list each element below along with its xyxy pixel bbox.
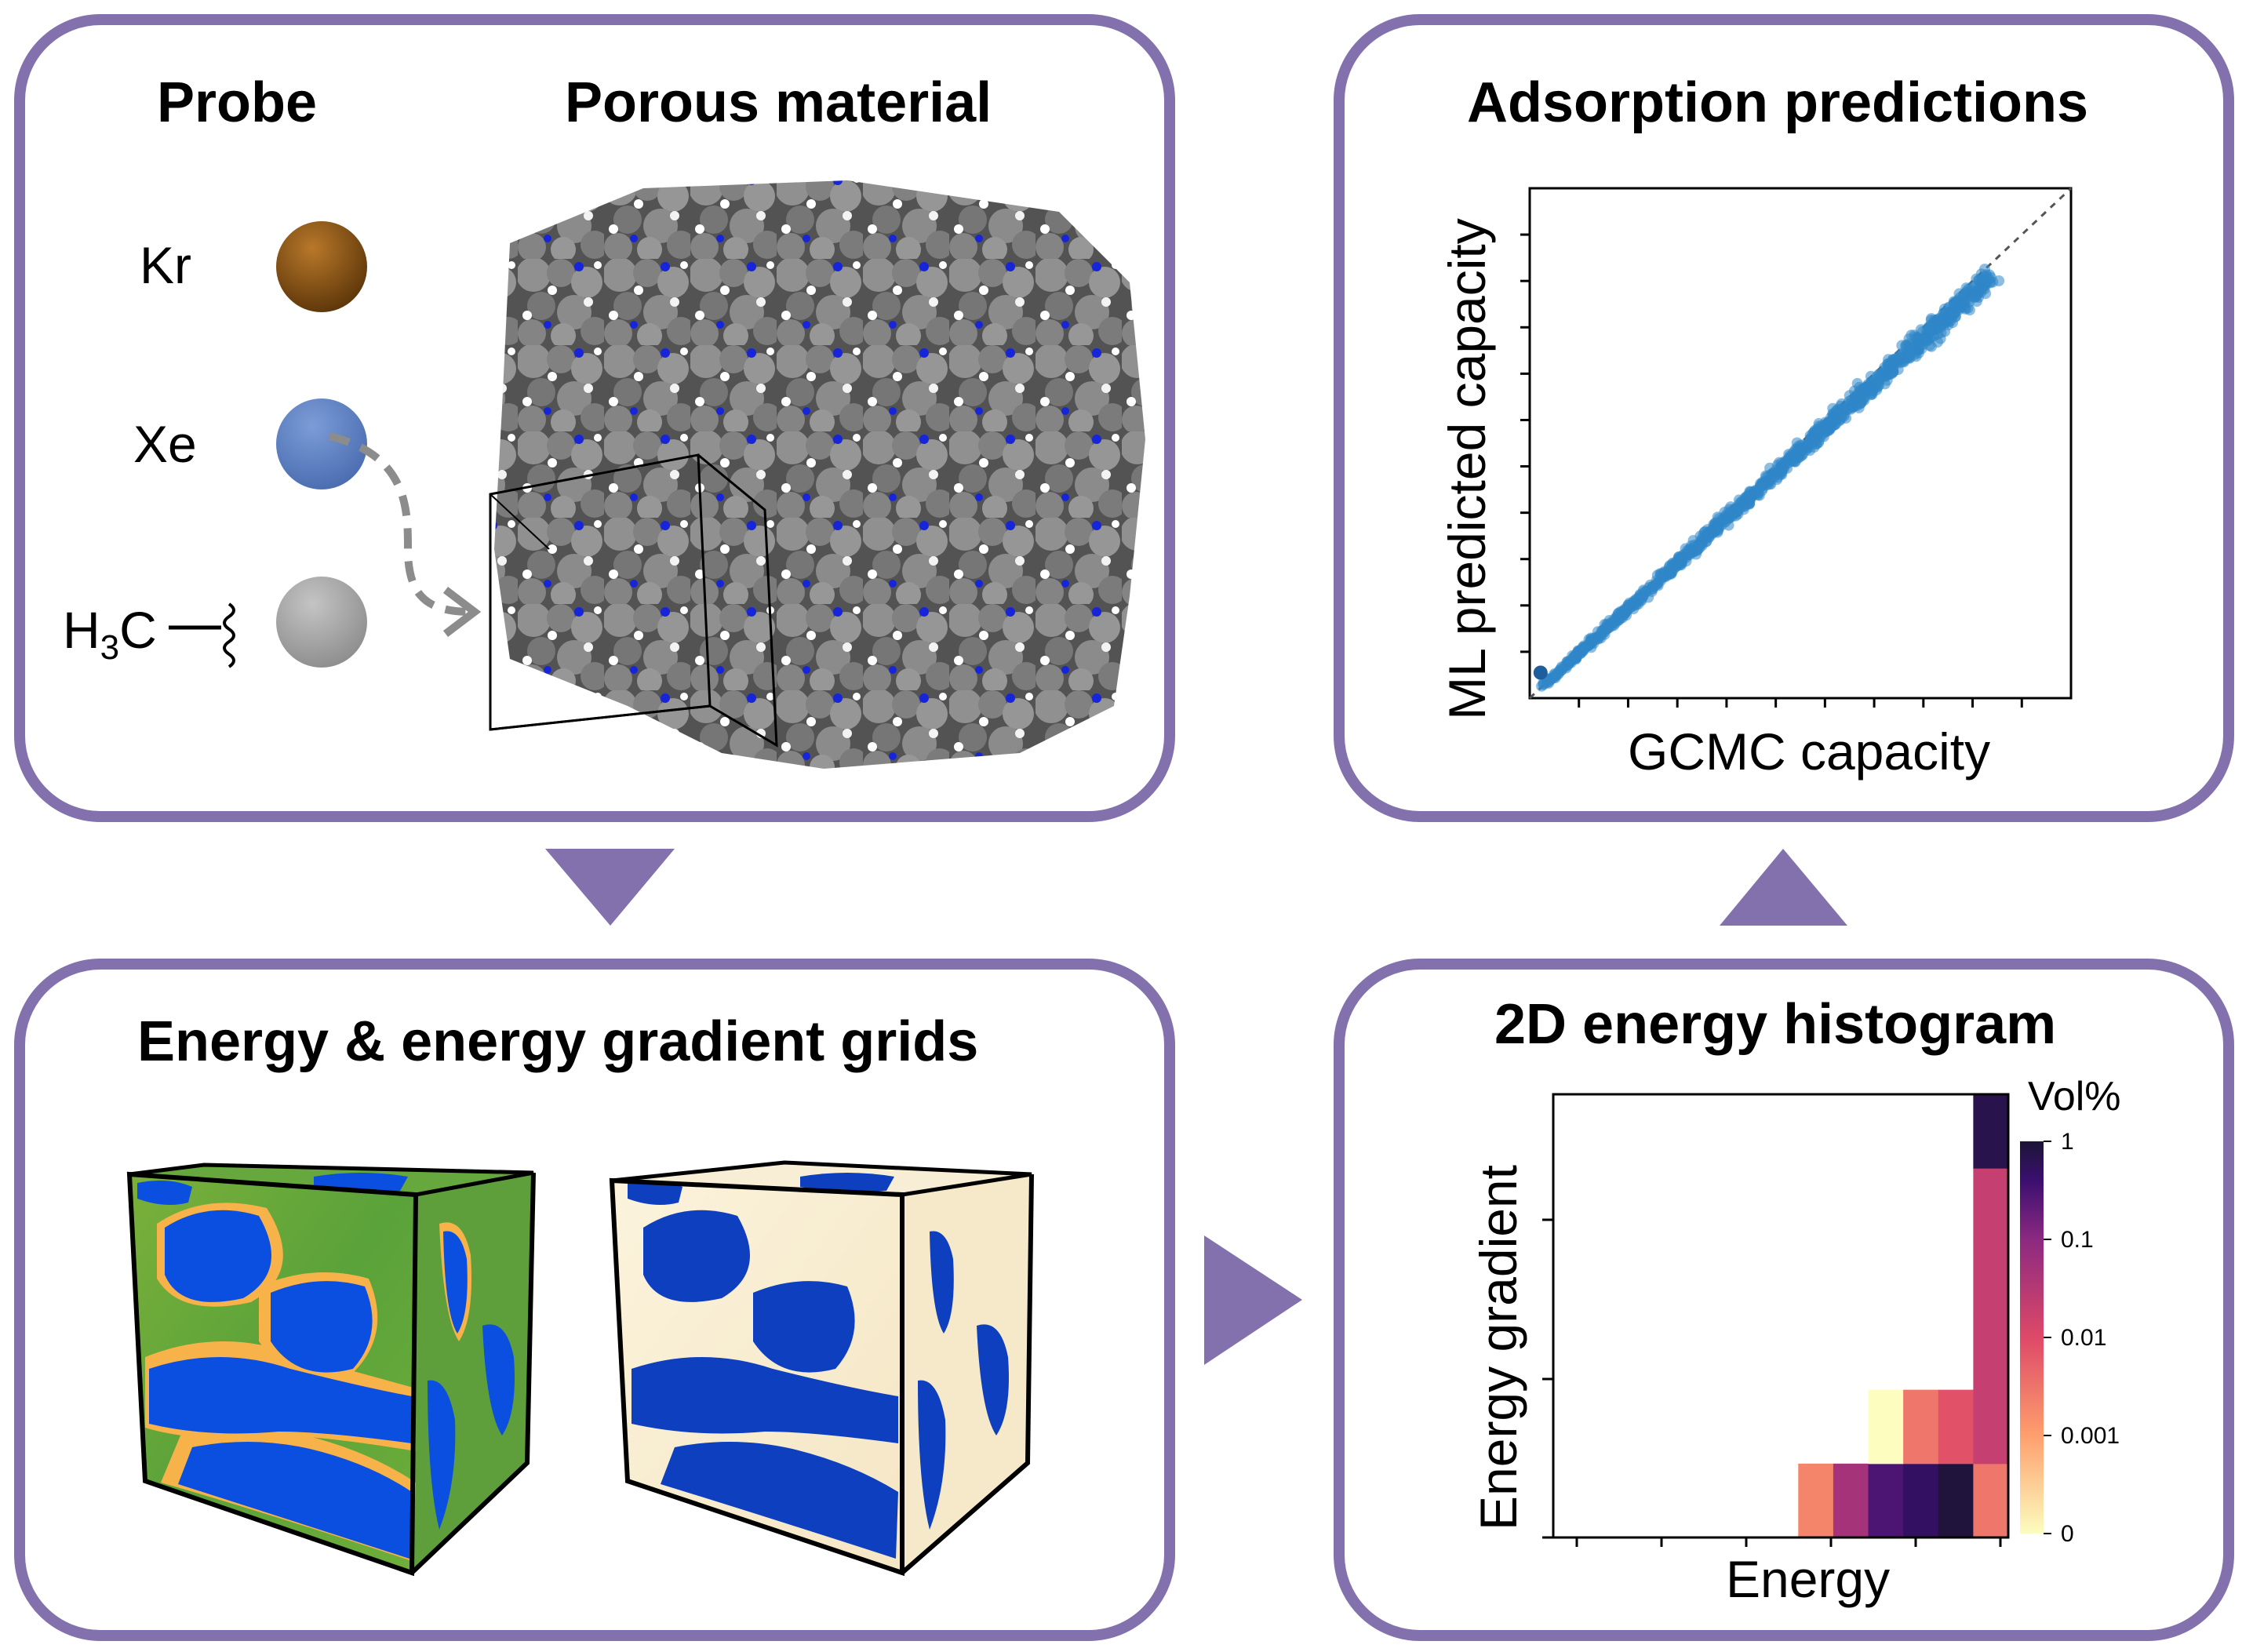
ch3-sphere-icon bbox=[276, 577, 367, 668]
heatmap-cell bbox=[1868, 1389, 1904, 1465]
scatter-point bbox=[1680, 543, 1691, 555]
heatmap-cell bbox=[1973, 1315, 2009, 1391]
scatter-point bbox=[1637, 590, 1649, 602]
scatter-point bbox=[1783, 449, 1795, 460]
scatter-frame bbox=[1528, 187, 2073, 700]
scatter-point bbox=[1956, 296, 1967, 307]
scatter-point bbox=[1696, 537, 1708, 549]
arrow-down-icon bbox=[545, 849, 675, 926]
scatter-point bbox=[1725, 501, 1737, 513]
dashed-arrow-head-icon bbox=[442, 587, 482, 637]
scatter-point bbox=[1971, 296, 1982, 307]
wavy-bond-icon bbox=[223, 602, 235, 668]
energy-grid-cube bbox=[126, 1163, 536, 1577]
colorbar-tick-label: 0.1 bbox=[2061, 1227, 2094, 1253]
scatter-point bbox=[1611, 610, 1623, 622]
probe-title: Probe bbox=[157, 71, 318, 134]
scatter-point bbox=[1923, 321, 1935, 333]
kr-sphere-icon bbox=[276, 221, 367, 312]
arrow-up-icon bbox=[1720, 849, 1847, 926]
predictions-title: Adsorption predictions bbox=[1467, 71, 2088, 134]
scatter-point bbox=[1549, 672, 1561, 683]
heatmap-cell bbox=[1868, 1463, 1904, 1538]
scatter-point bbox=[1755, 479, 1767, 491]
scatter-point bbox=[1742, 493, 1753, 505]
scatter-point bbox=[1630, 599, 1642, 611]
xe-sphere-icon bbox=[276, 398, 367, 489]
scatter-point bbox=[1944, 307, 1956, 319]
histogram-xlabel: Energy bbox=[1726, 1550, 1891, 1608]
scatter-point bbox=[1871, 370, 1883, 382]
scatter-point bbox=[1980, 288, 1992, 300]
heatmap-cell bbox=[1973, 1389, 2009, 1465]
heatmap-cell bbox=[1973, 1168, 2009, 1243]
scatter-point bbox=[1858, 392, 1870, 403]
pore-blue-region bbox=[165, 1210, 271, 1302]
scatter-point bbox=[1909, 346, 1921, 358]
scatter-point bbox=[1887, 364, 1898, 376]
scatter-point bbox=[1912, 332, 1924, 344]
scatter-point bbox=[1571, 651, 1582, 663]
porous-material-title: Porous material bbox=[565, 71, 992, 134]
scatter-point bbox=[1595, 629, 1607, 641]
scatter-xlabel: GCMC capacity bbox=[1628, 722, 1991, 781]
scatter-point bbox=[1669, 559, 1681, 570]
colorbar-tick-label: 1 bbox=[2061, 1129, 2074, 1155]
scatter-point bbox=[1931, 322, 1943, 334]
scatter-point bbox=[1709, 520, 1720, 532]
heatmap-cell bbox=[1938, 1463, 1974, 1538]
heatmap-cell bbox=[1938, 1389, 1974, 1465]
heatmap-cell bbox=[1798, 1463, 1834, 1538]
heatmap-cell bbox=[1973, 1242, 2009, 1316]
scatter-point bbox=[1883, 354, 1894, 366]
scatter-point bbox=[1821, 423, 1833, 435]
heatmap-cell bbox=[1903, 1463, 1939, 1538]
scatter-point bbox=[1533, 665, 1548, 680]
colorbar-tick-label: 0.001 bbox=[2061, 1423, 2120, 1449]
heatmap-cell bbox=[1973, 1463, 2009, 1538]
scatter-point bbox=[1775, 466, 1787, 477]
scatter-point bbox=[1586, 635, 1598, 647]
scatter-point bbox=[1865, 382, 1876, 394]
histogram-title: 2D energy histogram bbox=[1494, 993, 2057, 1056]
heatmap-cell bbox=[1973, 1094, 2009, 1169]
colorbar-tick-label: 0 bbox=[2061, 1521, 2074, 1547]
scatter-point bbox=[1831, 406, 1842, 417]
energy-grids-title: Energy & energy gradient grids bbox=[137, 1010, 979, 1073]
probe-label-ch3: H3C bbox=[63, 600, 157, 668]
probe-label-kr: Kr bbox=[140, 236, 191, 294]
probe-label-xe: Xe bbox=[133, 415, 197, 473]
heatmap-cell bbox=[1833, 1463, 1869, 1538]
heatmap-cell bbox=[1903, 1389, 1939, 1465]
colorbar-tick-label: 0.01 bbox=[2061, 1325, 2106, 1351]
histogram-panel bbox=[1334, 959, 2234, 1641]
scatter-point bbox=[1844, 400, 1855, 412]
ch3-c: C bbox=[119, 601, 157, 659]
ch3-h: H bbox=[63, 601, 100, 659]
scatter-point bbox=[1647, 583, 1658, 595]
scatter-point bbox=[1804, 445, 1816, 457]
scatter-point bbox=[1702, 529, 1714, 541]
scatter-point bbox=[1753, 488, 1764, 500]
scatter-point bbox=[1622, 604, 1634, 616]
predictions-panel bbox=[1334, 14, 2234, 822]
ch3-sub: 3 bbox=[100, 628, 120, 668]
scatter-point bbox=[1793, 447, 1805, 459]
colorbar-title: Vol% bbox=[2028, 1074, 2121, 1119]
colorbar bbox=[2020, 1141, 2044, 1534]
scatter-point bbox=[1967, 281, 1979, 293]
scatter-point bbox=[1993, 275, 2005, 286]
heatmap-frame bbox=[1552, 1093, 2010, 1539]
arrow-right-icon bbox=[1204, 1235, 1302, 1365]
gradient-grid-cube bbox=[609, 1160, 1034, 1577]
